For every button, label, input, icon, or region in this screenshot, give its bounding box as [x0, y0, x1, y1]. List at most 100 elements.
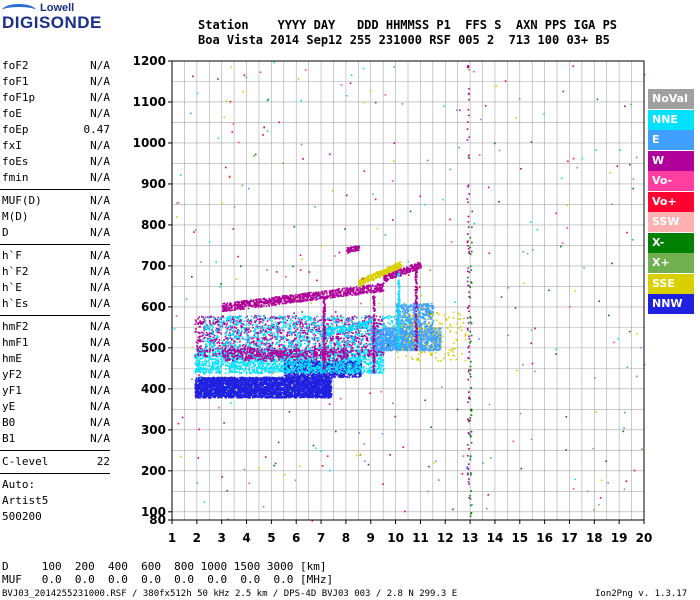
- echo-point: [260, 394, 263, 396]
- echo-point: [210, 378, 212, 381]
- echo-point: [287, 365, 290, 368]
- echo-point: [292, 385, 295, 388]
- echo-point: [211, 394, 213, 396]
- echo-point: [248, 390, 250, 392]
- echo-point: [251, 389, 253, 391]
- echo-point: [309, 380, 311, 383]
- echo-point: [328, 384, 331, 386]
- param-name: hmF2: [2, 320, 29, 333]
- echo-point: [302, 391, 305, 393]
- echo-point: [258, 386, 261, 388]
- param-value: N/A: [90, 59, 110, 72]
- echo-point: [230, 382, 232, 384]
- echo-point: [219, 381, 221, 383]
- param-row-h-f2: h`F2 N/A: [2, 265, 110, 281]
- echo-point: [242, 391, 245, 393]
- echo-point: [272, 388, 274, 391]
- echo-point: [278, 394, 280, 397]
- echo-point: [253, 377, 255, 379]
- echo-point: [330, 386, 332, 389]
- echo-point: [322, 384, 325, 387]
- echo-point: [258, 395, 260, 397]
- echo-point: [303, 385, 306, 388]
- echo-point: [271, 382, 274, 384]
- echo-point: [205, 380, 207, 382]
- echo-point: [287, 380, 290, 383]
- echo-point: [279, 395, 282, 397]
- param-value: N/A: [90, 336, 110, 349]
- header-line-1: Station YYYY DAY DDD HHMMSS P1 FFS S AXN…: [198, 18, 618, 32]
- echo-point: [275, 378, 278, 381]
- echo-point: [286, 392, 288, 394]
- echo-point: [316, 396, 318, 399]
- echo-point: [207, 369, 210, 371]
- echo-point: [282, 392, 284, 394]
- echo-point: [305, 393, 308, 396]
- echo-point: [223, 386, 225, 389]
- echo-point: [271, 384, 274, 386]
- echo-point: [210, 390, 212, 393]
- echo-point: [302, 374, 305, 377]
- echo-point: [302, 383, 304, 385]
- echo-point: [316, 388, 318, 391]
- echo-point: [308, 387, 310, 389]
- echo-point: [284, 386, 286, 388]
- echo-point: [254, 394, 257, 396]
- echo-point: [266, 391, 268, 394]
- echo-point: [282, 395, 284, 397]
- echo-point: [325, 392, 327, 395]
- echo-point: [307, 390, 310, 392]
- echo-point: [284, 383, 287, 385]
- echo-point: [197, 380, 199, 383]
- echo-point: [301, 381, 304, 383]
- param-value: N/A: [90, 416, 110, 429]
- echo-point: [207, 359, 210, 362]
- echo-point: [217, 392, 219, 395]
- echo-point: [290, 391, 292, 394]
- echo-point: [213, 381, 216, 383]
- echo-point: [317, 385, 320, 388]
- echo-point: [259, 392, 261, 394]
- echo-point: [256, 388, 258, 390]
- param-name: B1: [2, 432, 16, 445]
- echo-point: [204, 395, 207, 397]
- echo-point: [261, 385, 263, 388]
- echo-point: [326, 387, 328, 390]
- param-value: N/A: [90, 171, 110, 184]
- echo-point: [325, 377, 327, 379]
- echo-point: [294, 373, 297, 376]
- param-row-hmf2: hmF2 N/A: [2, 320, 110, 336]
- echo-point: [300, 378, 303, 381]
- echo-point: [222, 385, 225, 387]
- echo-point: [295, 390, 297, 392]
- echo-point: [284, 378, 286, 381]
- echo-point: [310, 389, 312, 392]
- echo-point: [283, 390, 285, 392]
- echo-point: [235, 381, 238, 383]
- echo-point: [329, 379, 331, 381]
- echo-point: [212, 380, 214, 382]
- echo-point: [250, 393, 252, 396]
- param-row-yf1: yF1 N/A: [2, 384, 110, 400]
- echo-point: [285, 388, 288, 391]
- echo-point: [198, 383, 200, 385]
- echo-point: [218, 367, 221, 369]
- echo-point: [250, 378, 253, 381]
- echo-point: [237, 384, 239, 386]
- echo-point: [263, 392, 266, 395]
- echo-point: [326, 375, 329, 378]
- echo-point: [262, 389, 265, 391]
- echo-point: [330, 377, 333, 380]
- echo-point: [309, 385, 311, 388]
- echo-point: [297, 384, 300, 386]
- echo-point: [296, 388, 299, 391]
- echo-point: [261, 379, 263, 382]
- echo-point: [260, 396, 263, 399]
- echo-point: [297, 376, 300, 378]
- echo-point: [330, 388, 332, 391]
- echo-point: [316, 382, 318, 384]
- echo-point: [291, 387, 294, 389]
- param-name: foE: [2, 107, 22, 120]
- echo-point: [222, 391, 224, 394]
